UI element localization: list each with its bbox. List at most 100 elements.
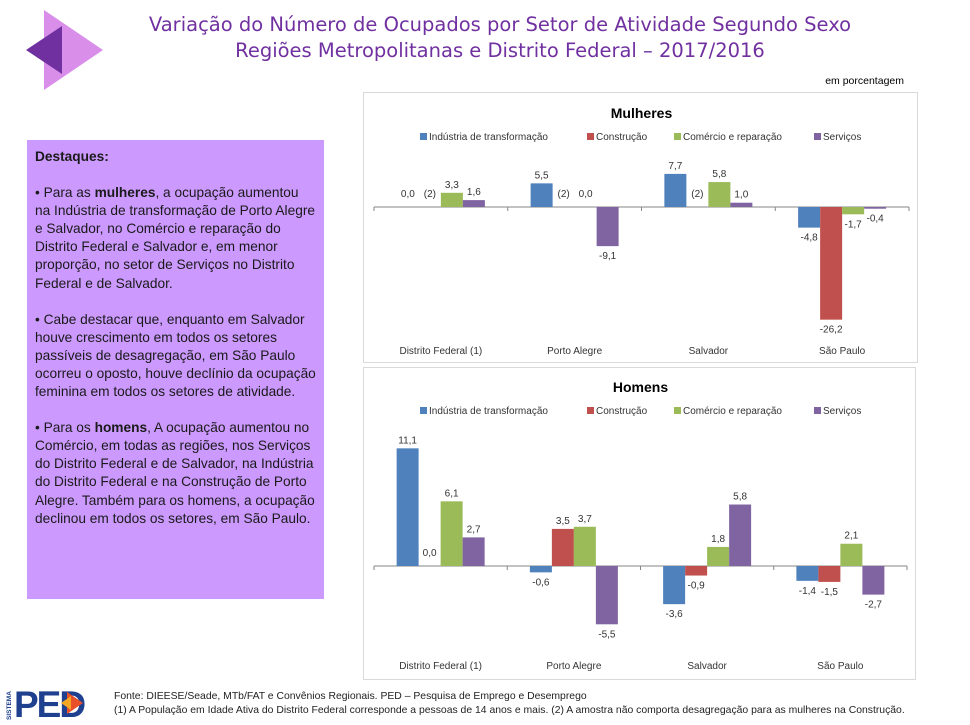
chart-title-homens: Homens bbox=[613, 379, 668, 395]
data-label: 6,1 bbox=[445, 488, 459, 499]
chart-mulheres: Mulheres Indústria de transformação Constr… bbox=[363, 92, 918, 363]
legend-label: Construção bbox=[596, 406, 648, 417]
highlight-item: • Para os homens, A ocupação aumentou no… bbox=[35, 419, 316, 528]
bar-homens bbox=[551, 528, 574, 566]
data-label: 2,1 bbox=[844, 531, 858, 542]
footer: Fonte: DIEESE/Seade, MTb/FAT e Convênios… bbox=[114, 690, 905, 718]
data-label: 3,7 bbox=[578, 514, 592, 525]
data-label: -2,7 bbox=[865, 600, 883, 611]
legend-label: Construção bbox=[596, 132, 648, 143]
bar-homens bbox=[685, 566, 708, 576]
footer-notes: (1) A População em Idade Ativa do Distri… bbox=[114, 705, 905, 716]
data-label: -1,5 bbox=[821, 587, 839, 598]
legend-swatch bbox=[587, 407, 594, 414]
chart-homens-svg: Homens Indústria de transformação Construç… bbox=[373, 379, 908, 672]
bar-homens bbox=[595, 566, 618, 625]
data-label: (2) bbox=[424, 189, 436, 200]
legend-label: Comércio e reparação bbox=[683, 132, 782, 143]
highlight-item: • Cabe destacar que, enquanto em Salvado… bbox=[35, 311, 316, 401]
bar-mulheres bbox=[440, 192, 463, 207]
data-label: 3,3 bbox=[445, 180, 459, 191]
title-line-2: Regiões Metropolitanas e Distrito Federa… bbox=[235, 39, 765, 62]
bar-homens bbox=[663, 566, 686, 605]
highlight-item: • Para as mulheres, a ocupação aumentou … bbox=[35, 184, 316, 293]
bar-homens bbox=[440, 501, 463, 566]
category-label: Distrito Federal (1) bbox=[399, 346, 482, 357]
data-label: 3,5 bbox=[556, 516, 570, 527]
highlights-box: Destaques: • Para as mulheres, a ocupaçã… bbox=[27, 140, 324, 599]
logo-dark-triangle bbox=[26, 26, 62, 74]
highlight-text: • Cabe destacar que, enquanto em Salvado… bbox=[35, 311, 316, 400]
data-label: (2) bbox=[691, 189, 703, 200]
data-label: 0,0 bbox=[401, 189, 415, 200]
highlights-title: Destaques: bbox=[35, 149, 109, 164]
legend-label: Comércio e reparação bbox=[683, 406, 782, 417]
data-label: -1,4 bbox=[799, 586, 817, 597]
highlight-bold: homens bbox=[94, 420, 148, 436]
data-label: 0,0 bbox=[579, 189, 593, 200]
highlight-text: , A ocupação aumentou no Comércio, em to… bbox=[35, 420, 315, 526]
data-label: -9,1 bbox=[599, 251, 617, 262]
bar-mulheres bbox=[596, 207, 619, 247]
bar-homens bbox=[529, 566, 552, 573]
bar-mulheres bbox=[530, 183, 553, 207]
bar-mulheres bbox=[864, 207, 887, 209]
bar-homens bbox=[573, 526, 596, 566]
category-label: Porto Alegre bbox=[547, 346, 602, 357]
bar-mulheres bbox=[842, 207, 865, 215]
bar-homens bbox=[818, 566, 841, 582]
bar-homens bbox=[796, 566, 819, 581]
highlight-text: • Para os bbox=[35, 420, 95, 436]
data-label: -0,6 bbox=[532, 577, 550, 588]
data-label: 5,8 bbox=[712, 169, 726, 180]
footer-source: Fonte: DIEESE/Seade, MTb/FAT e Convênios… bbox=[114, 691, 587, 702]
ped-logo: SISTEMA PED bbox=[6, 684, 87, 722]
ped-logo-subtext: SISTEMA bbox=[6, 691, 13, 720]
legend-swatch bbox=[587, 133, 594, 140]
title-line-1: Variação do Número de Ocupados por Setor… bbox=[148, 13, 852, 36]
data-label: 0,0 bbox=[423, 548, 437, 559]
category-label: Salvador bbox=[687, 661, 727, 672]
category-label: Porto Alegre bbox=[546, 661, 601, 672]
data-label: -5,5 bbox=[598, 629, 616, 640]
ped-logo-arrow-orange bbox=[61, 696, 71, 710]
data-label: 5,5 bbox=[535, 170, 549, 181]
legend-swatch bbox=[420, 133, 427, 140]
legend-swatch bbox=[674, 407, 681, 414]
bar-homens bbox=[840, 543, 863, 566]
category-label: São Paulo bbox=[817, 661, 864, 672]
data-label: -1,7 bbox=[845, 219, 863, 230]
highlight-text: • Para as bbox=[35, 185, 95, 201]
data-label: -26,2 bbox=[820, 325, 843, 336]
bar-mulheres bbox=[798, 207, 821, 228]
data-label: -4,8 bbox=[801, 233, 819, 244]
data-label: (2) bbox=[558, 189, 570, 200]
bar-mulheres bbox=[664, 173, 687, 207]
bar-homens bbox=[396, 448, 419, 566]
unit-note: em porcentagem bbox=[825, 75, 904, 87]
chart-title-mulheres: Mulheres bbox=[611, 105, 673, 121]
legend-swatch bbox=[420, 407, 427, 414]
data-label: 1,8 bbox=[711, 534, 725, 545]
bar-mulheres bbox=[462, 200, 485, 207]
legend-label: Serviços bbox=[823, 132, 861, 143]
legend-label: Serviços bbox=[823, 406, 861, 417]
data-label: -0,4 bbox=[867, 214, 885, 225]
bar-mulheres bbox=[708, 182, 731, 207]
data-label: 1,0 bbox=[734, 190, 748, 201]
bar-mulheres bbox=[820, 207, 843, 320]
legend-swatch bbox=[814, 133, 821, 140]
highlight-text: , a ocupação aumentou na Indústria de tr… bbox=[35, 185, 315, 291]
bar-homens bbox=[729, 504, 752, 566]
data-label: 2,7 bbox=[467, 524, 481, 535]
highlight-bold: mulheres bbox=[94, 185, 156, 201]
bar-homens bbox=[462, 537, 485, 566]
category-label: Salvador bbox=[689, 346, 729, 357]
bar-homens bbox=[707, 546, 730, 566]
bar-mulheres bbox=[730, 202, 753, 207]
legend-swatch bbox=[814, 407, 821, 414]
data-label: 11,1 bbox=[398, 435, 417, 446]
legend-label: Indústria de transformação bbox=[429, 406, 548, 417]
data-label: 1,6 bbox=[467, 187, 481, 198]
bar-homens bbox=[862, 566, 885, 595]
